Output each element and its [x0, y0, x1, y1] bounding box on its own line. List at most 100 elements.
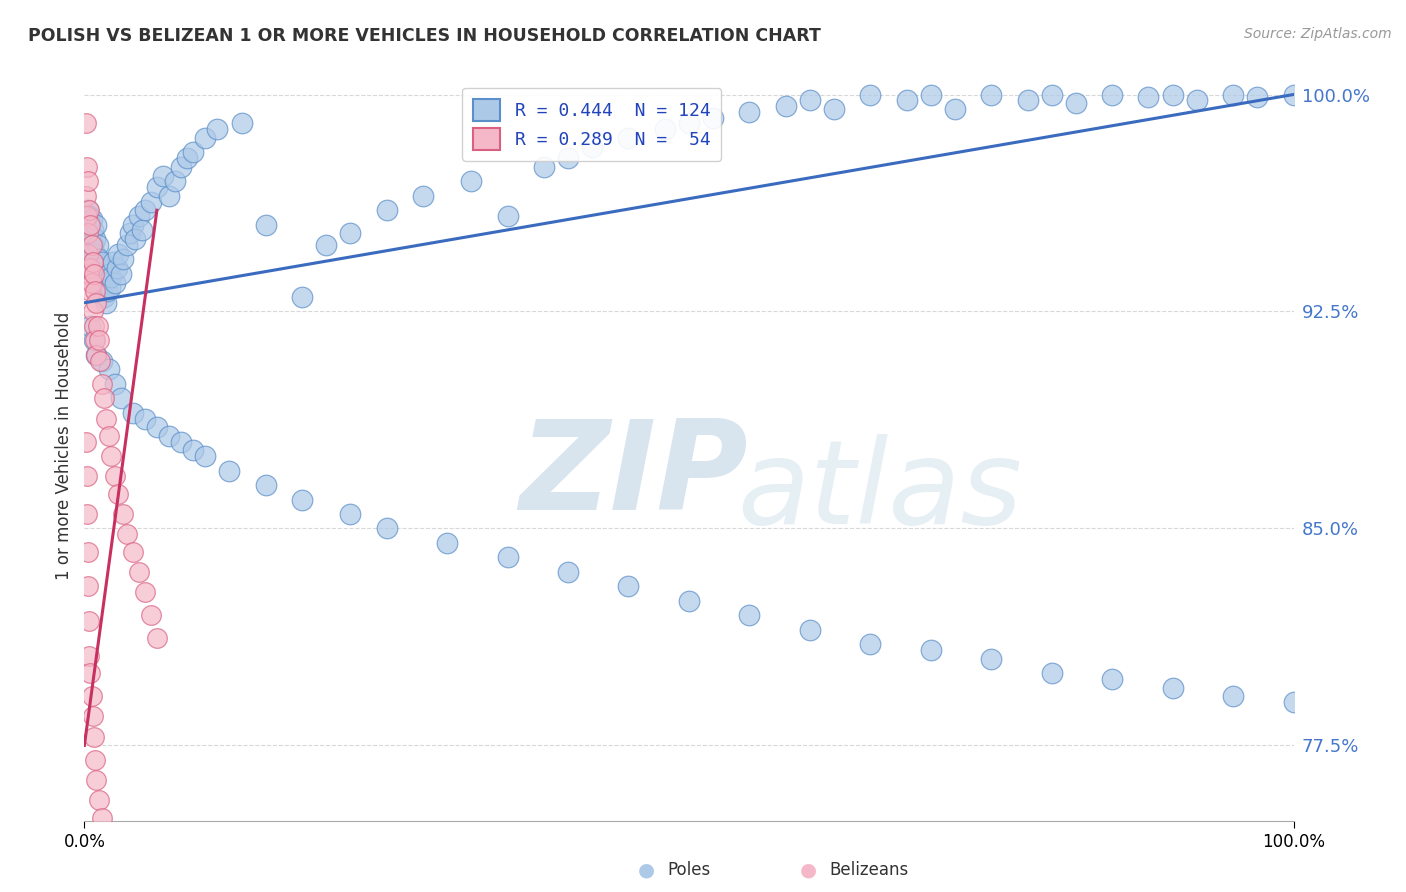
Point — [231, 116, 253, 130]
Point — [76, 209, 98, 223]
Point — [460, 174, 482, 188]
Point — [496, 550, 519, 565]
Point — [110, 267, 132, 281]
Point — [533, 160, 555, 174]
Point — [412, 188, 434, 202]
Point — [181, 443, 204, 458]
Legend: R = 0.444  N = 124, R = 0.289  N =  54: R = 0.444 N = 124, R = 0.289 N = 54 — [463, 88, 721, 161]
Point — [157, 188, 180, 202]
Point — [76, 469, 98, 483]
Point — [91, 255, 114, 269]
Point — [339, 227, 361, 241]
Point — [115, 238, 138, 252]
Point — [79, 284, 101, 298]
Text: Source: ZipAtlas.com: Source: ZipAtlas.com — [1244, 27, 1392, 41]
Text: Poles: Poles — [668, 861, 711, 879]
Point — [77, 209, 100, 223]
Text: atlas: atlas — [737, 434, 1022, 548]
Point — [79, 261, 101, 276]
Point — [920, 643, 942, 657]
Point — [89, 353, 111, 368]
Point — [77, 227, 100, 241]
Point — [77, 203, 100, 218]
Point — [86, 261, 108, 276]
Point — [170, 160, 193, 174]
Point — [97, 429, 120, 443]
Point — [1282, 695, 1305, 709]
Point — [799, 93, 821, 107]
Point — [89, 284, 111, 298]
Point — [291, 290, 314, 304]
Point — [375, 521, 398, 535]
Point — [80, 238, 103, 252]
Point — [100, 269, 122, 284]
Point — [557, 151, 579, 165]
Point — [103, 255, 125, 269]
Point — [128, 565, 150, 579]
Point — [617, 579, 640, 593]
Point — [823, 102, 845, 116]
Point — [124, 232, 146, 246]
Point — [77, 174, 100, 188]
Point — [96, 284, 118, 298]
Point — [84, 246, 107, 260]
Point — [1064, 96, 1087, 111]
Point — [87, 267, 110, 281]
Point — [91, 353, 114, 368]
Point — [1101, 87, 1123, 102]
Point — [181, 145, 204, 160]
Point — [557, 565, 579, 579]
Point — [82, 709, 104, 723]
Point — [91, 376, 114, 391]
Point — [943, 102, 966, 116]
Point — [94, 276, 117, 290]
Point — [86, 773, 108, 788]
Point — [77, 544, 100, 558]
Point — [165, 174, 187, 188]
Point — [1282, 87, 1305, 102]
Point — [146, 420, 169, 434]
Point — [1222, 87, 1244, 102]
Point — [86, 348, 108, 362]
Point — [75, 188, 97, 202]
Point — [83, 318, 105, 333]
Point — [84, 284, 107, 298]
Point — [436, 536, 458, 550]
Point — [134, 411, 156, 425]
Point — [83, 273, 105, 287]
Point — [93, 290, 115, 304]
Point — [980, 87, 1002, 102]
Point — [121, 544, 143, 558]
Point — [77, 648, 100, 663]
Point — [920, 87, 942, 102]
Point — [90, 261, 112, 276]
Point — [617, 131, 640, 145]
Point — [91, 273, 114, 287]
Point — [86, 238, 108, 252]
Point — [107, 246, 129, 260]
Point — [104, 469, 127, 483]
Point — [581, 139, 603, 153]
Point — [1040, 87, 1063, 102]
Point — [896, 93, 918, 107]
Point — [91, 811, 114, 825]
Point — [87, 252, 110, 267]
Point — [86, 276, 108, 290]
Point — [121, 406, 143, 420]
Point — [80, 252, 103, 267]
Point — [1137, 90, 1160, 104]
Point — [775, 99, 797, 113]
Point — [110, 391, 132, 405]
Point — [84, 753, 107, 767]
Point — [128, 209, 150, 223]
Point — [75, 434, 97, 449]
Point — [738, 104, 761, 119]
Point — [218, 464, 240, 478]
Point — [84, 334, 107, 348]
Point — [121, 218, 143, 232]
Point — [315, 238, 337, 252]
Point — [104, 376, 127, 391]
Point — [76, 160, 98, 174]
Point — [83, 267, 105, 281]
Point — [375, 203, 398, 218]
